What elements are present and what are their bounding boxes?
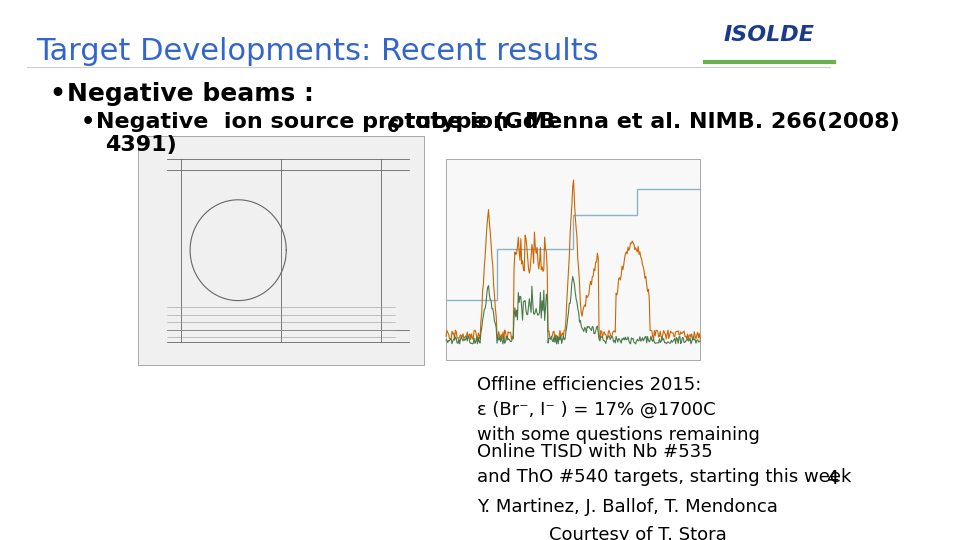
Text: •: •: [49, 82, 65, 106]
Text: •: •: [81, 112, 94, 132]
Text: Target Developments: Recent results: Target Developments: Recent results: [36, 37, 598, 66]
Text: Negative  ion source prototype (GdB: Negative ion source prototype (GdB: [96, 112, 556, 132]
Text: Y. Martinez, J. Ballof, T. Mendonca: Y. Martinez, J. Ballof, T. Mendonca: [477, 497, 779, 516]
Text: ISOLDE: ISOLDE: [724, 25, 815, 45]
Text: Offline efficiencies 2015:
ε (Br⁻, I⁻ ) = 17% @1700C
with some questions remaini: Offline efficiencies 2015: ε (Br⁻, I⁻ ) …: [477, 376, 760, 444]
Text: tube ion. Menna et al. NIMB. 266(2008): tube ion. Menna et al. NIMB. 266(2008): [397, 112, 900, 132]
Text: 6: 6: [387, 118, 399, 136]
Text: Negative beams :: Negative beams :: [67, 82, 314, 106]
Text: 4: 4: [827, 469, 838, 488]
Text: Online TISD with Nb #535
and ThO #540 targets, starting this week: Online TISD with Nb #535 and ThO #540 ta…: [477, 443, 852, 487]
Bar: [446, 159, 700, 360]
Text: Courtesy of T. Stora: Courtesy of T. Stora: [548, 525, 727, 540]
Text: 4391): 4391): [106, 134, 177, 154]
Bar: [138, 136, 423, 364]
